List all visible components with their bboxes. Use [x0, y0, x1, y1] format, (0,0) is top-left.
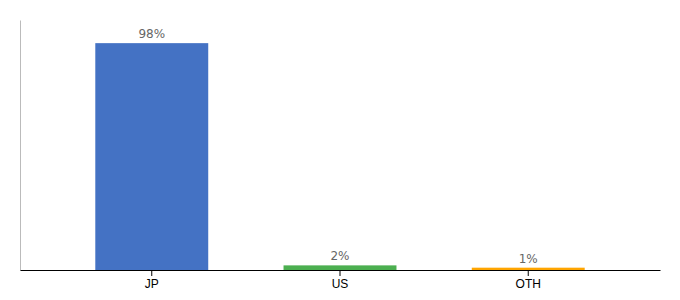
- y-axis: [20, 21, 21, 271]
- x-tick-mark: [340, 270, 341, 276]
- bars: [95, 43, 584, 270]
- data-label: 1%: [519, 252, 538, 266]
- chart-container: JP US OTH 98% 2% 1%: [0, 0, 680, 300]
- plot: JP US OTH 98% 2% 1%: [21, 21, 661, 291]
- x-tick-mark: [528, 270, 529, 276]
- bar: [472, 268, 585, 270]
- x-tick-label: OTH: [516, 277, 541, 291]
- data-label: 2%: [330, 249, 349, 263]
- bar: [95, 43, 208, 270]
- data-label: 98%: [138, 27, 165, 41]
- x-tick-label: JP: [145, 277, 159, 291]
- chart-svg: JP US OTH 98% 2% 1%: [0, 0, 680, 300]
- x-axis: JP US OTH: [21, 270, 661, 291]
- x-tick: US: [332, 270, 349, 291]
- y-axis-line: [20, 21, 21, 271]
- bar: [284, 265, 397, 270]
- x-tick: JP: [145, 270, 159, 291]
- x-tick-mark: [151, 270, 152, 276]
- x-tick-label: US: [332, 277, 349, 291]
- data-labels: 98% 2% 1%: [138, 27, 537, 266]
- x-tick: OTH: [516, 270, 541, 291]
